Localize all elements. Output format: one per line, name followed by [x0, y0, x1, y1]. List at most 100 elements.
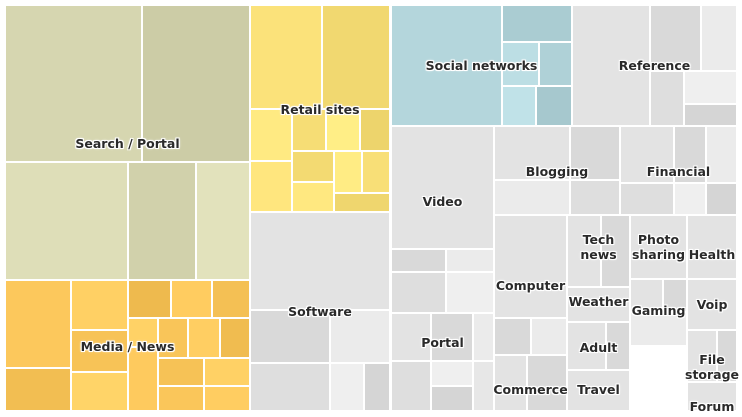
treemap-group-gaming[interactable] — [630, 279, 687, 346]
treemap-cell-retail-sites[interactable] — [292, 151, 334, 182]
treemap-cell-computer[interactable] — [494, 215, 567, 318]
treemap-cell-financial[interactable] — [706, 183, 737, 215]
treemap-group-search-portal[interactable] — [5, 5, 250, 280]
treemap-cell-blogging[interactable] — [570, 126, 620, 180]
treemap-cell-media-news[interactable] — [204, 358, 250, 386]
treemap-cell-social-networks[interactable] — [391, 5, 502, 126]
treemap-cell-reference[interactable] — [650, 5, 701, 71]
treemap-group-media-news[interactable] — [5, 280, 250, 411]
treemap-cell-retail-sites[interactable] — [250, 161, 292, 212]
treemap-cell-retail-sites[interactable] — [334, 193, 390, 212]
treemap-group-social-networks[interactable] — [391, 5, 572, 126]
treemap-cell-search-portal[interactable] — [128, 162, 196, 280]
treemap-cell-video[interactable] — [391, 249, 446, 272]
treemap-cell-media-news[interactable] — [128, 318, 158, 347]
treemap-cell-financial[interactable] — [674, 126, 706, 183]
treemap-cell-media-news[interactable] — [128, 280, 171, 318]
treemap-group-weather[interactable] — [567, 287, 630, 322]
treemap-cell-computer[interactable] — [494, 318, 531, 355]
treemap-cell-retail-sites[interactable] — [250, 5, 322, 109]
treemap-cell-video[interactable] — [446, 249, 494, 272]
treemap-cell-reference[interactable] — [572, 5, 650, 126]
treemap-cell-file-storage[interactable] — [687, 330, 717, 382]
treemap-group-computer[interactable] — [494, 215, 567, 355]
treemap-cell-media-news[interactable] — [5, 280, 71, 368]
treemap-cell-software[interactable] — [250, 310, 330, 363]
treemap-cell-portal[interactable] — [473, 361, 494, 411]
treemap-cell-blogging[interactable] — [494, 180, 570, 215]
treemap-group-financial[interactable] — [620, 126, 737, 215]
treemap-cell-media-news[interactable] — [212, 280, 250, 318]
treemap-cell-computer[interactable] — [531, 318, 567, 355]
treemap-cell-search-portal[interactable] — [5, 5, 142, 162]
treemap-cell-financial[interactable] — [620, 126, 674, 183]
treemap-cell-social-networks[interactable] — [502, 86, 536, 126]
treemap-group-reference[interactable] — [572, 5, 737, 126]
treemap-cell-software[interactable] — [250, 212, 390, 310]
treemap-cell-portal[interactable] — [431, 313, 473, 361]
treemap-cell-retail-sites[interactable] — [326, 109, 360, 151]
treemap-cell-tech-news[interactable] — [601, 215, 630, 287]
treemap-cell-media-news[interactable] — [71, 372, 128, 411]
treemap-group-photo-sharing[interactable] — [630, 215, 687, 279]
treemap-cell-adult[interactable] — [606, 322, 630, 370]
treemap-cell-media-news[interactable] — [71, 330, 128, 372]
treemap-group-blogging[interactable] — [494, 126, 620, 215]
treemap-cell-adult[interactable] — [567, 322, 606, 370]
treemap-cell-portal[interactable] — [391, 361, 431, 411]
treemap-cell-social-networks[interactable] — [536, 86, 572, 126]
treemap-cell-portal[interactable] — [431, 361, 473, 386]
treemap-group-forum[interactable] — [687, 382, 737, 411]
treemap-cell-portal[interactable] — [431, 386, 473, 411]
treemap-group-software[interactable] — [250, 212, 390, 411]
treemap-cell-financial[interactable] — [706, 126, 737, 183]
treemap-cell-software[interactable] — [330, 363, 364, 411]
treemap-cell-voip[interactable] — [687, 279, 737, 330]
treemap-cell-media-news[interactable] — [220, 318, 250, 358]
treemap-group-adult[interactable] — [567, 322, 630, 370]
treemap-cell-weather[interactable] — [567, 287, 630, 322]
treemap-cell-reference[interactable] — [650, 71, 684, 126]
treemap-cell-video[interactable] — [391, 126, 494, 249]
treemap-cell-retail-sites[interactable] — [250, 109, 292, 161]
treemap-cell-reference[interactable] — [684, 104, 737, 126]
treemap-cell-media-news[interactable] — [204, 386, 250, 411]
treemap-cell-retail-sites[interactable] — [292, 109, 326, 151]
treemap-cell-portal[interactable] — [391, 313, 431, 361]
treemap-cell-media-news[interactable] — [5, 368, 71, 411]
treemap-group-travel[interactable] — [567, 370, 630, 411]
treemap-cell-software[interactable] — [250, 363, 330, 411]
treemap-cell-gaming[interactable] — [630, 312, 687, 346]
treemap-cell-media-news[interactable] — [128, 347, 158, 411]
treemap-group-commerce[interactable] — [494, 355, 567, 411]
treemap-cell-media-news[interactable] — [158, 358, 204, 386]
treemap-cell-retail-sites[interactable] — [322, 5, 390, 109]
treemap-cell-financial[interactable] — [620, 183, 674, 215]
treemap-cell-software[interactable] — [330, 310, 390, 363]
treemap-group-voip[interactable] — [687, 279, 737, 330]
treemap-cell-tech-news[interactable] — [567, 215, 601, 287]
treemap-group-tech-news[interactable] — [567, 215, 630, 287]
treemap-group-health[interactable] — [687, 215, 737, 279]
treemap-cell-social-networks[interactable] — [502, 42, 539, 86]
treemap-cell-commerce[interactable] — [494, 355, 527, 411]
treemap-cell-health[interactable] — [687, 215, 737, 279]
treemap-cell-blogging[interactable] — [570, 180, 620, 215]
treemap-group-retail-sites[interactable] — [250, 5, 390, 212]
treemap-cell-blogging[interactable] — [494, 126, 570, 180]
treemap-cell-search-portal[interactable] — [196, 162, 250, 280]
treemap-group-portal[interactable] — [391, 313, 494, 411]
treemap-cell-media-news[interactable] — [71, 280, 128, 330]
treemap-cell-file-storage[interactable] — [717, 330, 737, 382]
treemap-cell-financial[interactable] — [674, 183, 706, 215]
treemap-cell-video[interactable] — [446, 272, 494, 313]
treemap-cell-retail-sites[interactable] — [334, 151, 362, 193]
treemap-cell-video[interactable] — [391, 272, 446, 313]
treemap-cell-media-news[interactable] — [158, 386, 204, 411]
treemap-cell-travel[interactable] — [567, 370, 630, 411]
treemap-cell-social-networks[interactable] — [502, 5, 572, 42]
treemap-cell-portal[interactable] — [473, 313, 494, 361]
treemap-cell-media-news[interactable] — [188, 318, 220, 358]
treemap-cell-retail-sites[interactable] — [362, 151, 390, 193]
treemap-cell-retail-sites[interactable] — [292, 182, 334, 212]
